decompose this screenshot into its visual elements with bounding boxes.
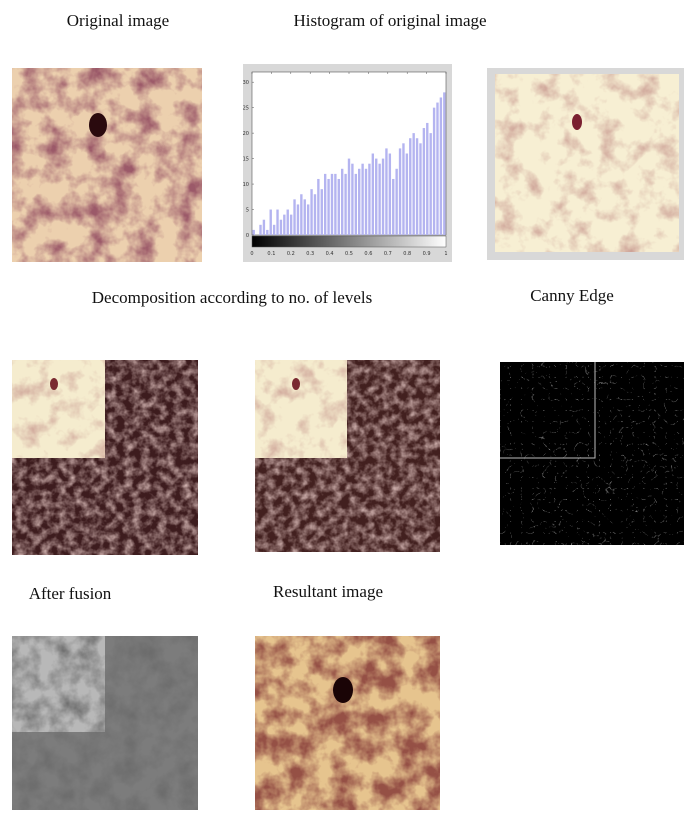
x-tick-label: 0.1 <box>267 251 275 257</box>
histogram-bar <box>341 169 343 235</box>
caption: Histogram of original image <box>293 11 486 30</box>
histogram-bar <box>372 154 374 236</box>
histogram-bar <box>416 138 418 235</box>
histogram-bar <box>324 174 326 235</box>
histogram-bar <box>423 128 425 235</box>
histogram-bar <box>358 169 360 235</box>
original-image <box>12 68 202 262</box>
histogram-bar <box>317 179 319 235</box>
histogram-bar <box>290 215 292 235</box>
histogram-bar <box>283 215 285 235</box>
histogram-bar <box>361 164 363 235</box>
histogram-bar <box>419 143 421 235</box>
histogram-bar <box>365 169 367 235</box>
histogram-bar <box>259 225 261 235</box>
histogram-bar <box>334 174 336 235</box>
histogram-panel: 0 5 10 15 20 25 30 0 0.1 0.2 0.3 0.4 0.5 0.6 0.7 0.8 0.9… <box>243 64 452 262</box>
histogram-bar <box>344 174 346 235</box>
x-tick-label: 0.7 <box>384 251 392 257</box>
histogram-bar <box>409 138 411 235</box>
histogram-bar <box>348 159 350 235</box>
histogram-bar <box>297 204 299 235</box>
resultant-image <box>255 636 440 810</box>
histogram-bar <box>426 123 428 235</box>
histogram-bar <box>300 194 302 235</box>
histogram-bar <box>389 154 391 236</box>
histogram-bar <box>436 103 438 235</box>
histogram-bar <box>338 179 340 235</box>
histogram-bar <box>392 179 394 235</box>
x-tick-label: 0.6 <box>364 251 372 257</box>
histogram-bar <box>433 108 435 235</box>
histogram-bar <box>293 199 295 235</box>
histogram-bar <box>307 204 309 235</box>
y-tick-label: 5 <box>246 208 249 214</box>
histogram-bar <box>280 220 282 235</box>
histogram-bar <box>314 194 316 235</box>
enhanced-image <box>487 68 684 260</box>
histogram-bar <box>321 189 323 235</box>
y-tick-label: 20 <box>243 131 249 137</box>
y-tick-label: 30 <box>243 80 249 86</box>
fused-image <box>12 636 198 810</box>
caption: Resultant image <box>273 582 383 601</box>
histogram-bar <box>270 210 272 235</box>
y-tick-label: 10 <box>243 182 249 188</box>
histogram-bar <box>412 133 414 235</box>
caption: Original image <box>67 11 169 30</box>
histogram-bar <box>304 199 306 235</box>
histogram-bar <box>253 230 255 235</box>
histogram-bar <box>402 143 404 235</box>
histogram-bar <box>443 92 445 235</box>
x-tick-label: 0.2 <box>287 251 295 257</box>
x-tick-label: 0.4 <box>326 251 334 257</box>
histogram-bar <box>273 225 275 235</box>
histogram-bar <box>266 230 268 235</box>
caption: After fusion <box>29 584 112 603</box>
canny-edge-image <box>500 362 684 545</box>
histogram-bar <box>382 159 384 235</box>
x-tick-label: 1 <box>444 251 447 257</box>
histogram-bar <box>399 148 401 235</box>
histogram-bar <box>331 174 333 235</box>
x-tick-label: 0.8 <box>403 251 411 257</box>
histogram-bar <box>385 148 387 235</box>
histogram-bar <box>263 220 265 235</box>
histogram-bar <box>327 179 329 235</box>
y-tick-label: 25 <box>243 106 249 112</box>
histogram-bar <box>276 210 278 235</box>
histogram-bar <box>368 164 370 235</box>
histogram-bar <box>395 169 397 235</box>
histogram-bar <box>406 154 408 236</box>
caption: Canny Edge <box>530 286 614 305</box>
x-tick-label: 0 <box>250 251 253 257</box>
y-tick-label: 0 <box>246 233 249 239</box>
x-tick-label: 0.9 <box>423 251 431 257</box>
histogram-bar <box>351 164 353 235</box>
decomposition-image <box>12 360 198 555</box>
y-tick-label: 15 <box>243 157 249 163</box>
histogram-bar <box>310 189 312 235</box>
figure: Original image Histogram of original ima… <box>0 0 684 810</box>
decomposition-image <box>255 360 440 552</box>
x-tick-label: 0.3 <box>306 251 314 257</box>
histogram-bar <box>429 133 431 235</box>
x-tick-label: 0.5 <box>345 251 353 257</box>
histogram-bar <box>355 174 357 235</box>
histogram-bar <box>375 159 377 235</box>
caption: Decomposition according to no. of levels <box>92 288 372 307</box>
histogram-bar <box>378 164 380 235</box>
histogram-bar <box>440 97 442 235</box>
histogram-bar <box>287 210 289 235</box>
